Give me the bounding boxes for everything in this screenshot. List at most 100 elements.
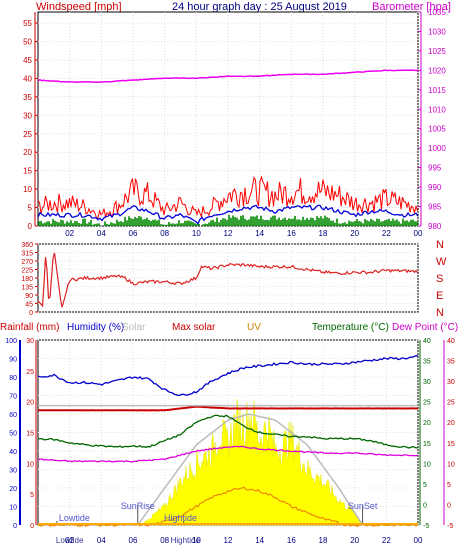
temperature-tick-label: 20 bbox=[423, 420, 431, 427]
top-x-tick-label: 08 bbox=[160, 229, 169, 238]
dewpoint-tick-label: -5 bbox=[447, 523, 453, 530]
top-x-tick-label: 14 bbox=[255, 229, 264, 238]
mid-left-tick-label: 0 bbox=[29, 310, 33, 317]
dewpoint-line bbox=[37, 445, 418, 463]
humidity-tick-label: 50 bbox=[9, 431, 17, 438]
barometer-line bbox=[37, 69, 419, 84]
bot-x-tick-label: 04 bbox=[97, 536, 106, 545]
sunrise-label: SunRise bbox=[121, 501, 155, 511]
humidity-tick-label: 30 bbox=[9, 468, 17, 475]
top-left-tick-label: 45 bbox=[23, 56, 32, 65]
top-x-tick-label: 20 bbox=[350, 229, 359, 238]
top-right-tick-label: 1005 bbox=[428, 125, 446, 134]
mid-left-tick-label: 45 bbox=[25, 302, 33, 309]
solar-label: Solar bbox=[122, 322, 146, 333]
mid-compass-label: E bbox=[436, 290, 443, 302]
dewpoint-tick-label: 15 bbox=[447, 441, 455, 448]
top-left-tick-label: 40 bbox=[23, 74, 32, 83]
top-left-tick-label: 20 bbox=[23, 148, 32, 157]
temperature-tick-label: 35 bbox=[423, 359, 431, 366]
dewpoint-tick-label: 0 bbox=[447, 502, 451, 509]
temperature-line bbox=[37, 414, 419, 449]
rainfall-label: Rainfall (mm) bbox=[0, 322, 59, 333]
top-x-tick-label: 02 bbox=[65, 229, 74, 238]
top-right-tick-label: 985 bbox=[428, 203, 442, 212]
top-left-tick-label: 10 bbox=[23, 185, 32, 194]
dewpoint-tick-label: 30 bbox=[447, 379, 455, 386]
rain-tick-label: 5 bbox=[30, 492, 34, 499]
rain-tick-label: 30 bbox=[26, 338, 34, 345]
temperature-label: Temperature (°C) bbox=[312, 322, 389, 333]
dewpoint-tick-label: 40 bbox=[447, 338, 455, 345]
top-left-tick-label: 15 bbox=[23, 167, 32, 176]
temperature-tick-label: 25 bbox=[423, 400, 431, 407]
top-right-tick-label: 1010 bbox=[428, 105, 446, 114]
top-left-tick-label: 35 bbox=[23, 93, 32, 102]
dewpoint-tick-label: 20 bbox=[447, 420, 455, 427]
top-left-tick-label: 0 bbox=[28, 222, 33, 231]
top-right-tick-label: 980 bbox=[428, 222, 442, 231]
bot-x-tick-label: 10 bbox=[192, 536, 201, 545]
wind-direction-line bbox=[37, 252, 418, 308]
top-right-tick-label: 1015 bbox=[428, 86, 446, 95]
top-right-tick-label: 995 bbox=[428, 164, 442, 173]
bot-x-tick-label: 06 bbox=[129, 536, 138, 545]
mid-compass-label: W bbox=[436, 256, 447, 268]
top-right-tick-label: 1035 bbox=[428, 8, 446, 17]
dewpoint-tick-label: 25 bbox=[447, 400, 455, 407]
temperature-tick-label: 0 bbox=[423, 502, 427, 509]
mid-compass-label: N bbox=[436, 307, 444, 319]
bot-x-tick-label: 12 bbox=[224, 536, 233, 545]
humidity-tick-label: 0 bbox=[13, 523, 17, 530]
humidity-tick-label: 60 bbox=[9, 412, 17, 419]
top-right-tick-label: 1020 bbox=[428, 66, 446, 75]
top-right-tick-label: 1030 bbox=[428, 27, 446, 36]
temperature-tick-label: 30 bbox=[423, 379, 431, 386]
top-x-tick-label: 00 bbox=[414, 229, 423, 238]
humidity-tick-label: 20 bbox=[9, 486, 17, 493]
bot-x-tick-label: 20 bbox=[350, 536, 359, 545]
sunset-label: SunSet bbox=[348, 501, 378, 511]
rain-tick-label: 15 bbox=[26, 431, 34, 438]
bot-x-tick-label: 02 bbox=[65, 536, 74, 545]
dewpoint-tick-label: 5 bbox=[447, 482, 451, 489]
mid-left-tick-label: 135 bbox=[21, 285, 33, 292]
rain-tick-label: 20 bbox=[26, 400, 34, 407]
top-x-tick-label: 04 bbox=[97, 229, 106, 238]
top-plot-frame bbox=[37, 11, 419, 227]
max-solar-line bbox=[37, 405, 419, 412]
bot-x-tick-label: 16 bbox=[287, 536, 296, 545]
bot-x-tick-label: 08 bbox=[160, 536, 169, 545]
mid-left-tick-label: 315 bbox=[21, 251, 33, 258]
top-panel: 0510152025303540455055980985990995100010… bbox=[23, 8, 446, 238]
top-x-tick-label: 22 bbox=[382, 229, 391, 238]
rain-tick-label: 0 bbox=[30, 523, 34, 530]
mid-compass-label: S bbox=[436, 273, 443, 285]
top-left-tick-label: 5 bbox=[28, 204, 33, 213]
bot-x-tick-label: 18 bbox=[319, 536, 328, 545]
mid-left-tick-label: 360 bbox=[21, 242, 33, 249]
temperature-tick-label: 15 bbox=[423, 441, 431, 448]
top-right-tick-label: 990 bbox=[428, 183, 442, 192]
bot-x-tick-label: 14 bbox=[255, 536, 264, 545]
windspeed-label: Windspeed [mph] bbox=[36, 1, 122, 13]
humidity-tick-label: 40 bbox=[9, 449, 17, 456]
windspeed-line bbox=[37, 175, 418, 219]
rain-tick-label: 10 bbox=[26, 461, 34, 468]
humidity-tick-label: 90 bbox=[9, 357, 17, 364]
top-x-tick-label: 06 bbox=[129, 229, 138, 238]
lowtide-x-overlay: Lowtide bbox=[56, 536, 84, 545]
top-right-tick-label: 1025 bbox=[428, 47, 446, 56]
humidity-tick-label: 100 bbox=[5, 338, 17, 345]
top-x-tick-label: 10 bbox=[192, 229, 201, 238]
hightide-x-overlay: Hightide bbox=[171, 536, 201, 545]
dewpoint-label: Dew Point (°C) bbox=[392, 322, 458, 333]
temperature-tick-label: 10 bbox=[423, 461, 431, 468]
mid-left-tick-label: 225 bbox=[21, 268, 33, 275]
humidity-line bbox=[37, 355, 418, 396]
top-x-tick-label: 16 bbox=[287, 229, 296, 238]
temperature-tick-label: 40 bbox=[423, 338, 431, 345]
